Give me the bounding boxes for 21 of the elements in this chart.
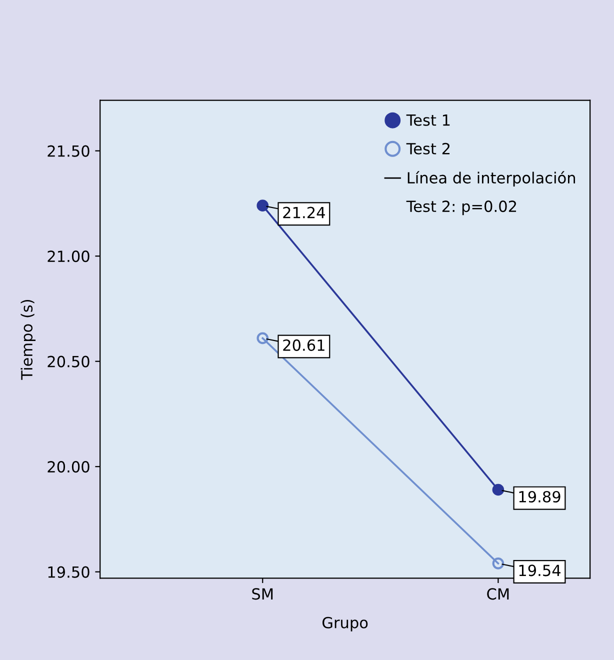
legend-label: Test 1 <box>406 114 450 126</box>
point <box>492 558 504 570</box>
point <box>492 484 504 496</box>
legend-label: Test 2 <box>406 142 450 154</box>
point <box>256 332 269 344</box>
y-tick-label: 21.50 <box>48 145 90 157</box>
point <box>256 200 269 212</box>
x-tick-label: SM <box>252 588 273 600</box>
y-tick-label: 21.00 <box>48 250 90 262</box>
y-tick-label: 20.50 <box>48 356 90 368</box>
data-label: 20.61 <box>283 339 324 351</box>
y-tick-label: 20.00 <box>48 461 90 473</box>
data-label: 19.89 <box>519 490 560 503</box>
y-axis-title: Tiempo (s) <box>20 300 36 380</box>
annotation: Test 2: p=0.02 <box>406 200 516 216</box>
data-label: 19.54 <box>519 564 561 576</box>
annotation: Línea de interpolación <box>408 171 576 187</box>
x-axis-title: Grupo <box>322 616 368 632</box>
data-label: 21.24 <box>283 206 325 218</box>
x-tick-label: CM <box>487 588 509 600</box>
y-tick-label: 19.50 <box>48 566 90 578</box>
